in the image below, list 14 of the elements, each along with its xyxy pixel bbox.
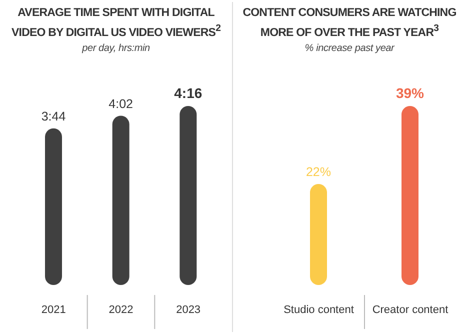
- data-label: 3:44: [41, 109, 66, 124]
- data-label: 4:16: [174, 85, 202, 101]
- x-tick-label: Studio content: [284, 304, 354, 316]
- chart-subtitle: % increase past year: [304, 42, 396, 54]
- x-tick-label: 2021: [41, 304, 66, 316]
- x-tick-label: 2023: [176, 304, 201, 316]
- chart-title: AVERAGE TIME SPENT WITH DIGITAL VIDEO BY DIGITAL US VIDEO VIEWERS$^{2}$: [10, 6, 222, 41]
- data-label: 39%: [396, 85, 425, 101]
- x-tick-label: Creator content: [372, 304, 448, 316]
- chart-subtitle: per day, hrs:min: [81, 42, 151, 54]
- x-tick-label: 2022: [108, 304, 134, 316]
- data-label: 4:02: [108, 96, 134, 111]
- data-label: 22%: [306, 165, 332, 180]
- chart-title: CONTENT CONSUMERS ARE WATCHING MORE OF OVER THE PAST YEAR$^{3}$: [242, 6, 458, 41]
